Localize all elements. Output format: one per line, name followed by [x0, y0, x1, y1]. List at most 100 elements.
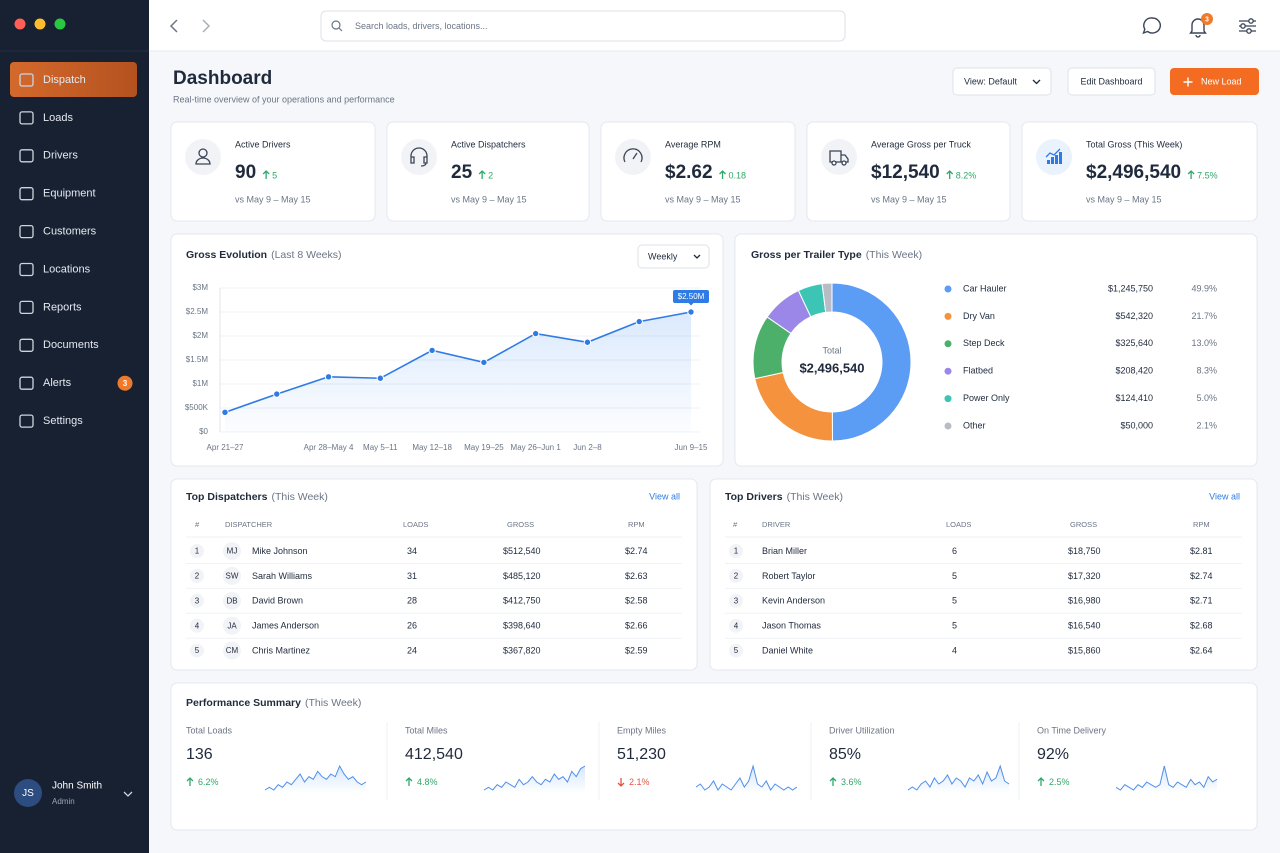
view-select-label: View: Default: [964, 76, 1017, 86]
metric: Empty Miles 51,230 2.1%: [617, 725, 798, 793]
filters-button[interactable]: [1239, 18, 1256, 34]
cell-badge: [223, 616, 241, 635]
point: [324, 373, 333, 381]
table-title: Top Dispatchers: [186, 491, 268, 503]
legend-label: Flatbed: [963, 366, 993, 376]
table-subtitle: (This Week): [787, 491, 843, 503]
table-cell: $16,980: [1068, 596, 1101, 606]
arrow-up: [405, 777, 413, 786]
bell-icon: [1189, 18, 1207, 38]
nav-item[interactable]: Documents: [19, 338, 99, 352]
user-role: Admin: [52, 797, 75, 806]
table-cell: $18,750: [1068, 546, 1101, 556]
table-row[interactable]: 5 CM Chris Martinez 24 $367,820 $2.59: [190, 641, 648, 660]
search-placeholder: Search loads, drivers, locations...: [355, 21, 488, 31]
legend-share: 8.3%: [1196, 366, 1217, 376]
nav-item[interactable]: Customers: [19, 224, 97, 239]
metric-delta: 3.6%: [841, 777, 862, 787]
kpi-period: vs May 9 – May 15: [235, 194, 311, 204]
kpi-card-bg: [1021, 121, 1258, 222]
table-cell: $2.64: [1190, 645, 1213, 655]
column-header: GROSS: [1070, 520, 1097, 529]
nav-item[interactable]: Dispatch: [10, 62, 137, 97]
arrow-up: [1037, 777, 1045, 786]
nav-icon: [19, 73, 34, 87]
metric-value: 136: [186, 746, 213, 763]
legend-share: 2.1%: [1196, 420, 1217, 430]
nav-item[interactable]: Locations: [19, 262, 91, 277]
nav-item[interactable]: Reports: [19, 300, 82, 315]
table-row[interactable]: 5 Daniel White 4 $15,860 $2.64: [729, 643, 1213, 658]
column-header: DISPATCHER: [225, 520, 273, 529]
chat-icon[interactable]: [1142, 17, 1161, 35]
forward-button[interactable]: [202, 19, 211, 33]
table-row[interactable]: 1 MJ Mike Johnson 34 $512,540 $2.74: [186, 542, 682, 564]
column-header: LOADS: [946, 520, 971, 529]
user-menu[interactable]: JS John Smith Admin: [14, 779, 133, 807]
table-cell: 5: [952, 571, 957, 581]
nav-item[interactable]: Equipment: [19, 187, 96, 201]
icon: [410, 147, 428, 167]
search-box[interactable]: Search loads, drivers, locations...: [320, 10, 846, 42]
table-cell: David Brown: [252, 596, 303, 606]
cell-badge: [223, 566, 241, 585]
table-cell: $2.68: [1190, 621, 1213, 631]
dispatchers-card: [170, 478, 698, 671]
edit-button-label: Edit Dashboard: [1080, 76, 1142, 86]
period-select[interactable]: Weekly: [637, 244, 710, 269]
new-load-button[interactable]: New Load: [1170, 68, 1259, 95]
table-row[interactable]: 3 Kevin Anderson 5 $16,980 $2.71: [725, 593, 1242, 614]
kpi-icon-bg: [821, 139, 857, 175]
back-button[interactable]: [169, 19, 178, 33]
kpi-delta: 0.18: [729, 170, 747, 180]
x-tick-label: Apr 28–May 4: [304, 443, 354, 452]
edit-dashboard-button[interactable]: Edit Dashboard: [1067, 67, 1156, 96]
view-all-link[interactable]: View all: [649, 491, 680, 501]
nav-badge: [117, 375, 133, 391]
icon: [1045, 148, 1061, 158]
view-select-chevron: [1032, 79, 1041, 85]
chart-title: Gross Evolution: [186, 249, 267, 261]
filter-knob: [1246, 28, 1252, 34]
window-control[interactable]: [54, 18, 66, 30]
cell-badge: [190, 593, 204, 608]
view-select[interactable]: View: Default: [952, 67, 1052, 96]
icon: [841, 160, 847, 166]
nav-label: Dispatch: [43, 74, 86, 86]
kpi-label: Average Gross per Truck: [871, 139, 971, 149]
metric-label: Driver Utilization: [829, 725, 895, 735]
donut-segment: [821, 282, 833, 313]
table-cell: JA: [227, 621, 237, 630]
table-row[interactable]: 4 JA James Anderson 26 $398,640 $2.66: [186, 616, 682, 639]
view-all-link[interactable]: View all: [1209, 491, 1240, 501]
metric-delta: 2.1%: [629, 777, 650, 787]
kpi-icon-bg: [401, 139, 437, 175]
window-control[interactable]: [34, 18, 46, 30]
table-cell: 3: [734, 596, 739, 605]
window-control[interactable]: [14, 18, 26, 30]
table-row[interactable]: 2 SW Sarah Williams 31 $485,120 $2.63: [186, 566, 682, 589]
table-row[interactable]: 4 Jason Thomas 5 $16,540 $2.68: [725, 618, 1242, 639]
nav-item[interactable]: Drivers: [19, 149, 78, 163]
metric: Driver Utilization 85% 3.6%: [829, 725, 1010, 793]
table-row[interactable]: 2 Robert Taylor 5 $17,320 $2.74: [725, 568, 1242, 589]
table-row[interactable]: 1 Brian Miller 6 $18,750 $2.81: [725, 544, 1242, 564]
icon: [1059, 152, 1062, 164]
point: [480, 358, 488, 367]
metric-label: On Time Delivery: [1037, 725, 1107, 735]
nav-item[interactable]: Settings: [19, 414, 83, 428]
legend-value: $124,410: [1115, 393, 1153, 403]
table-cell: 5: [952, 596, 957, 606]
legend-dot: [944, 312, 952, 320]
column-header: GROSS: [507, 520, 534, 529]
notifications[interactable]: 3: [1189, 13, 1214, 38]
point: [376, 374, 385, 382]
nav-item[interactable]: Alerts 3: [19, 375, 133, 391]
kpi-label: Active Dispatchers: [451, 139, 526, 149]
nav-item[interactable]: Loads: [19, 111, 73, 125]
table-cell: $412,750: [503, 596, 541, 606]
table-row[interactable]: 3 DB David Brown 28 $412,750 $2.58: [186, 591, 682, 614]
user-avatar: [14, 779, 42, 807]
period-select-label: Weekly: [648, 251, 678, 261]
table-cell: 26: [407, 621, 417, 631]
